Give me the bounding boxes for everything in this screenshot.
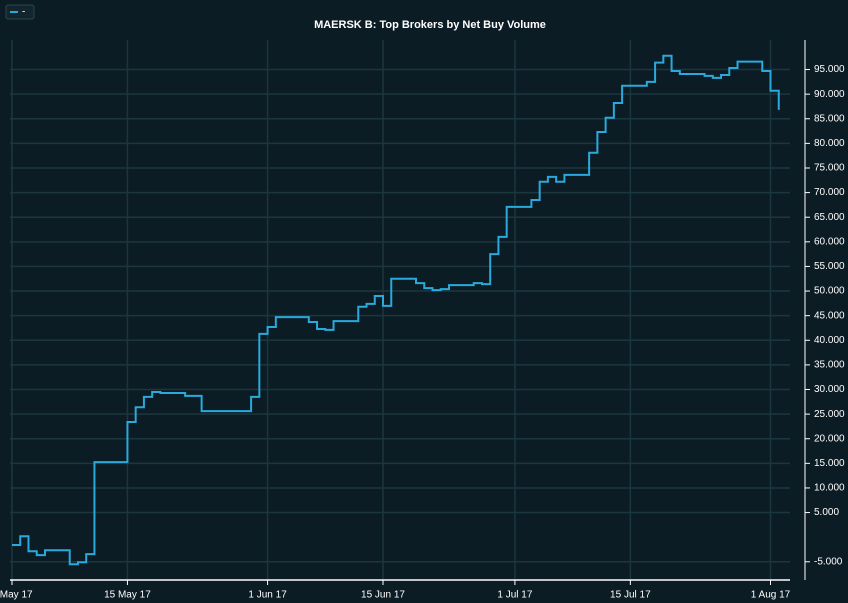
- y-tick-label: 10.000: [814, 483, 845, 494]
- y-tick-label: 20.000: [814, 433, 845, 444]
- x-tick-label: 15 May 17: [104, 590, 151, 601]
- y-tick-label: 80.000: [814, 138, 845, 149]
- series-line: [12, 54, 780, 566]
- y-tick-label: 5.000: [814, 507, 839, 518]
- y-tick-label: 40.000: [814, 335, 845, 346]
- legend-box: [5, 4, 35, 20]
- y-tick-label: 15.000: [814, 458, 845, 469]
- y-tick-label: 30.000: [814, 384, 845, 395]
- y-tick-label: 25.000: [814, 409, 845, 420]
- chart-title: MAERSK B: Top Brokers by Net Buy Volume: [314, 19, 546, 31]
- x-tick-label: 1 Jun 17: [248, 590, 287, 601]
- y-tick-label: 35.000: [814, 360, 845, 371]
- y-tick-label: 60.000: [814, 236, 845, 247]
- y-tick-label: 90.000: [814, 89, 845, 100]
- x-tick-label: 1 Aug 17: [751, 590, 791, 601]
- x-tick-label: 1 May 17: [0, 590, 33, 601]
- y-tick-label: 70.000: [814, 187, 845, 198]
- x-tick-label: 1 Jul 17: [497, 590, 532, 601]
- y-tick-label: 75.000: [814, 163, 845, 174]
- y-tick-label: 45.000: [814, 310, 845, 321]
- y-tick-label: 65.000: [814, 212, 845, 223]
- y-tick-label: 55.000: [814, 261, 845, 272]
- y-tick-label: 95.000: [814, 64, 845, 75]
- y-tick-label: 50.000: [814, 286, 845, 297]
- legend-label: -: [22, 7, 25, 18]
- x-tick-label: 15 Jul 17: [610, 590, 651, 601]
- y-tick-label: 85.000: [814, 113, 845, 124]
- x-tick-label: 15 Jun 17: [361, 590, 405, 601]
- y-tick-label: -5.000: [814, 556, 843, 567]
